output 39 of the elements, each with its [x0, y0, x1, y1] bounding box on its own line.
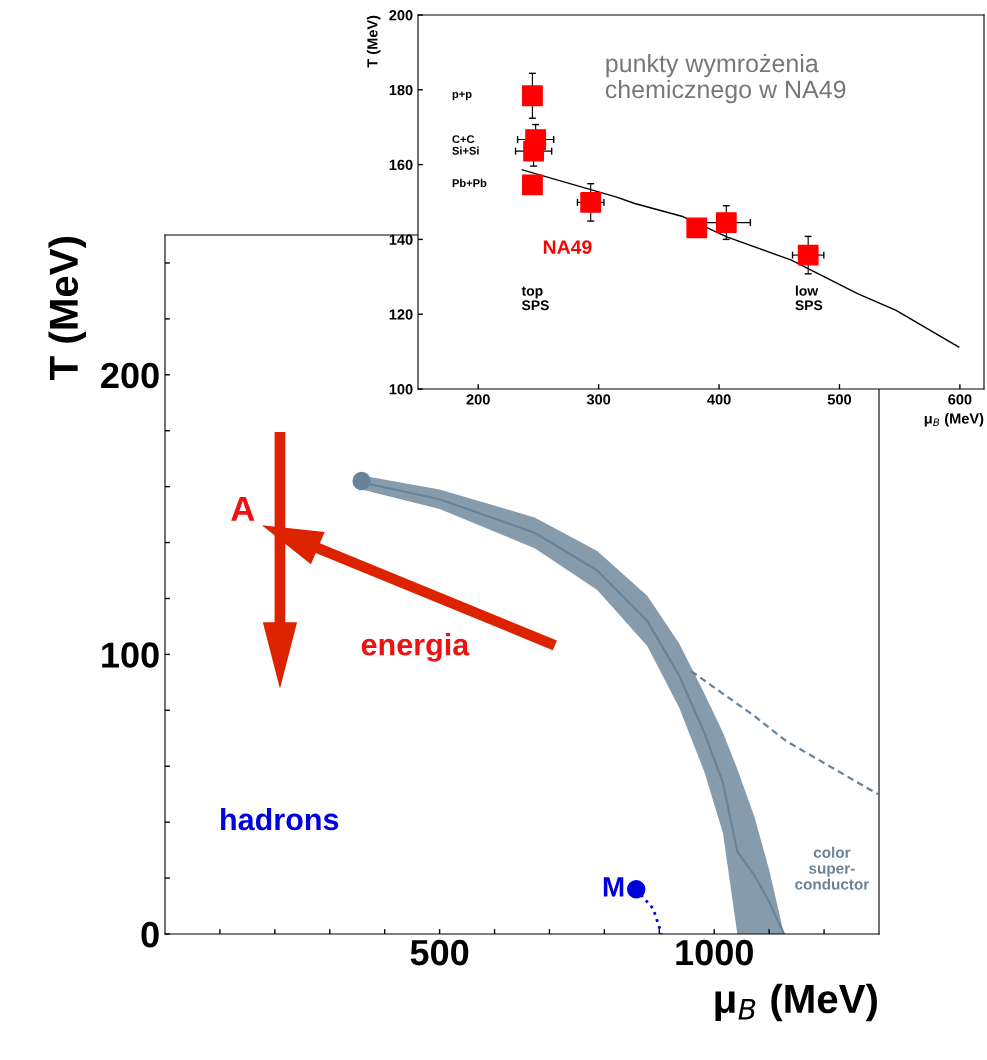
x-tick-label: 500 [410, 939, 469, 966]
y-tick-label: 100 [389, 384, 413, 395]
annotation: Pb+Pb [452, 178, 487, 188]
point [797, 244, 819, 266]
point [521, 85, 543, 107]
x-tick-label: 500 [827, 394, 852, 405]
y-tick-label: 0 [141, 921, 159, 948]
point [715, 212, 737, 233]
line-series [521, 169, 960, 348]
annotation: hadrons [221, 807, 339, 831]
y-axis-title: T (MeV) [366, 15, 381, 68]
annotation: A [231, 496, 255, 521]
annotation: color super- conductor [795, 846, 869, 890]
y-tick-label: 140 [389, 234, 413, 245]
y-axis-title: T (MeV) [48, 236, 87, 380]
x-tick-label: 600 [948, 394, 972, 405]
annotation: top SPS [521, 286, 549, 311]
annotation: punkty wymrożenia chemicznego w NA49 [605, 53, 846, 104]
y-tick-label: 100 [102, 642, 159, 668]
annotation: low SPS [795, 285, 823, 311]
annotation: NA49 [543, 240, 592, 254]
x-tick-label: 300 [586, 394, 611, 405]
x-axis-title: μ$_{B}$ (MeV) [715, 983, 877, 1022]
x-tick-label: 200 [466, 394, 490, 405]
y-tick-label: 180 [389, 84, 413, 96]
annotation: p+p [452, 91, 472, 101]
x-tick-label: 1000 [676, 939, 753, 966]
y-tick-label: 120 [389, 309, 413, 320]
x-axis-title: μ$_{B}$ (MeV) [924, 413, 984, 427]
annotation: energia [361, 633, 470, 662]
point [580, 191, 602, 213]
x-tick-label: 400 [707, 394, 731, 405]
annotation: C+C Si+Si [452, 135, 479, 155]
annotation: M [603, 877, 624, 897]
point [686, 217, 708, 239]
y-tick-label: 200 [389, 10, 413, 21]
point [523, 140, 545, 162]
y-tick-label: 160 [389, 159, 413, 171]
point [521, 174, 543, 196]
